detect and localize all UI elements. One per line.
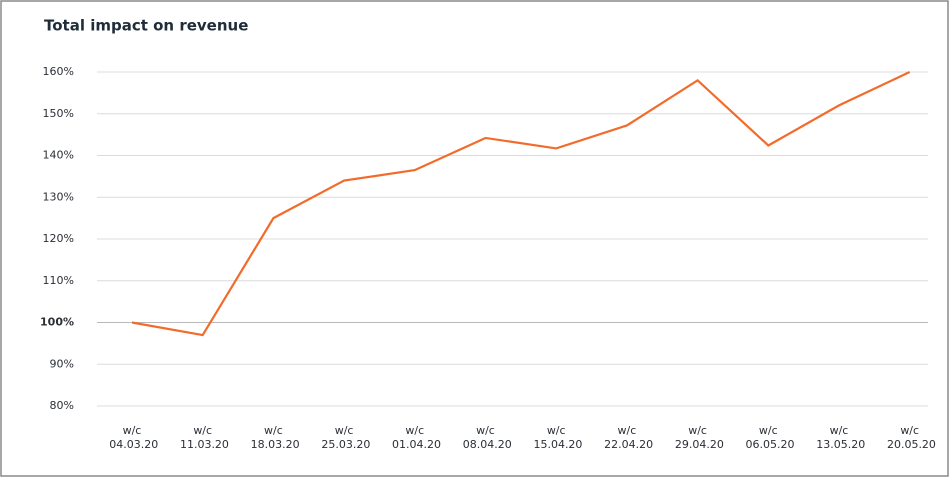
y-tick-label: 160% <box>43 65 74 78</box>
x-tick-label: w/c 25.03.20 <box>318 424 370 451</box>
x-tick-label: w/c 13.05.20 <box>813 424 865 451</box>
y-tick-label: 150% <box>43 107 74 120</box>
x-tick-label: w/c 08.04.20 <box>459 424 511 451</box>
x-tick-label: w/c 18.03.20 <box>247 424 299 451</box>
x-tick-label: w/c 20.05.20 <box>883 424 935 451</box>
y-tick-label: 140% <box>43 149 74 162</box>
line <box>131 71 911 337</box>
chart-title: Total impact on revenue <box>44 17 248 35</box>
x-tick-label: w/c 22.04.20 <box>601 424 653 451</box>
x-tick-label: w/c 29.04.20 <box>671 424 723 451</box>
y-tick-label: 100% <box>40 316 74 329</box>
y-tick-label: 80% <box>50 399 74 412</box>
y-tick-label: 110% <box>43 274 74 287</box>
y-tick-label: 120% <box>43 232 74 245</box>
x-tick-label: w/c 04.03.20 <box>106 424 158 451</box>
x-tick-label: w/c 15.04.20 <box>530 424 582 451</box>
x-tick-label: w/c 11.03.20 <box>176 424 228 451</box>
y-tick-label: 130% <box>43 190 74 203</box>
x-tick-label: w/c 06.05.20 <box>742 424 794 451</box>
x-tick-label: w/c 01.04.20 <box>389 424 441 451</box>
y-tick-label: 90% <box>50 357 74 370</box>
